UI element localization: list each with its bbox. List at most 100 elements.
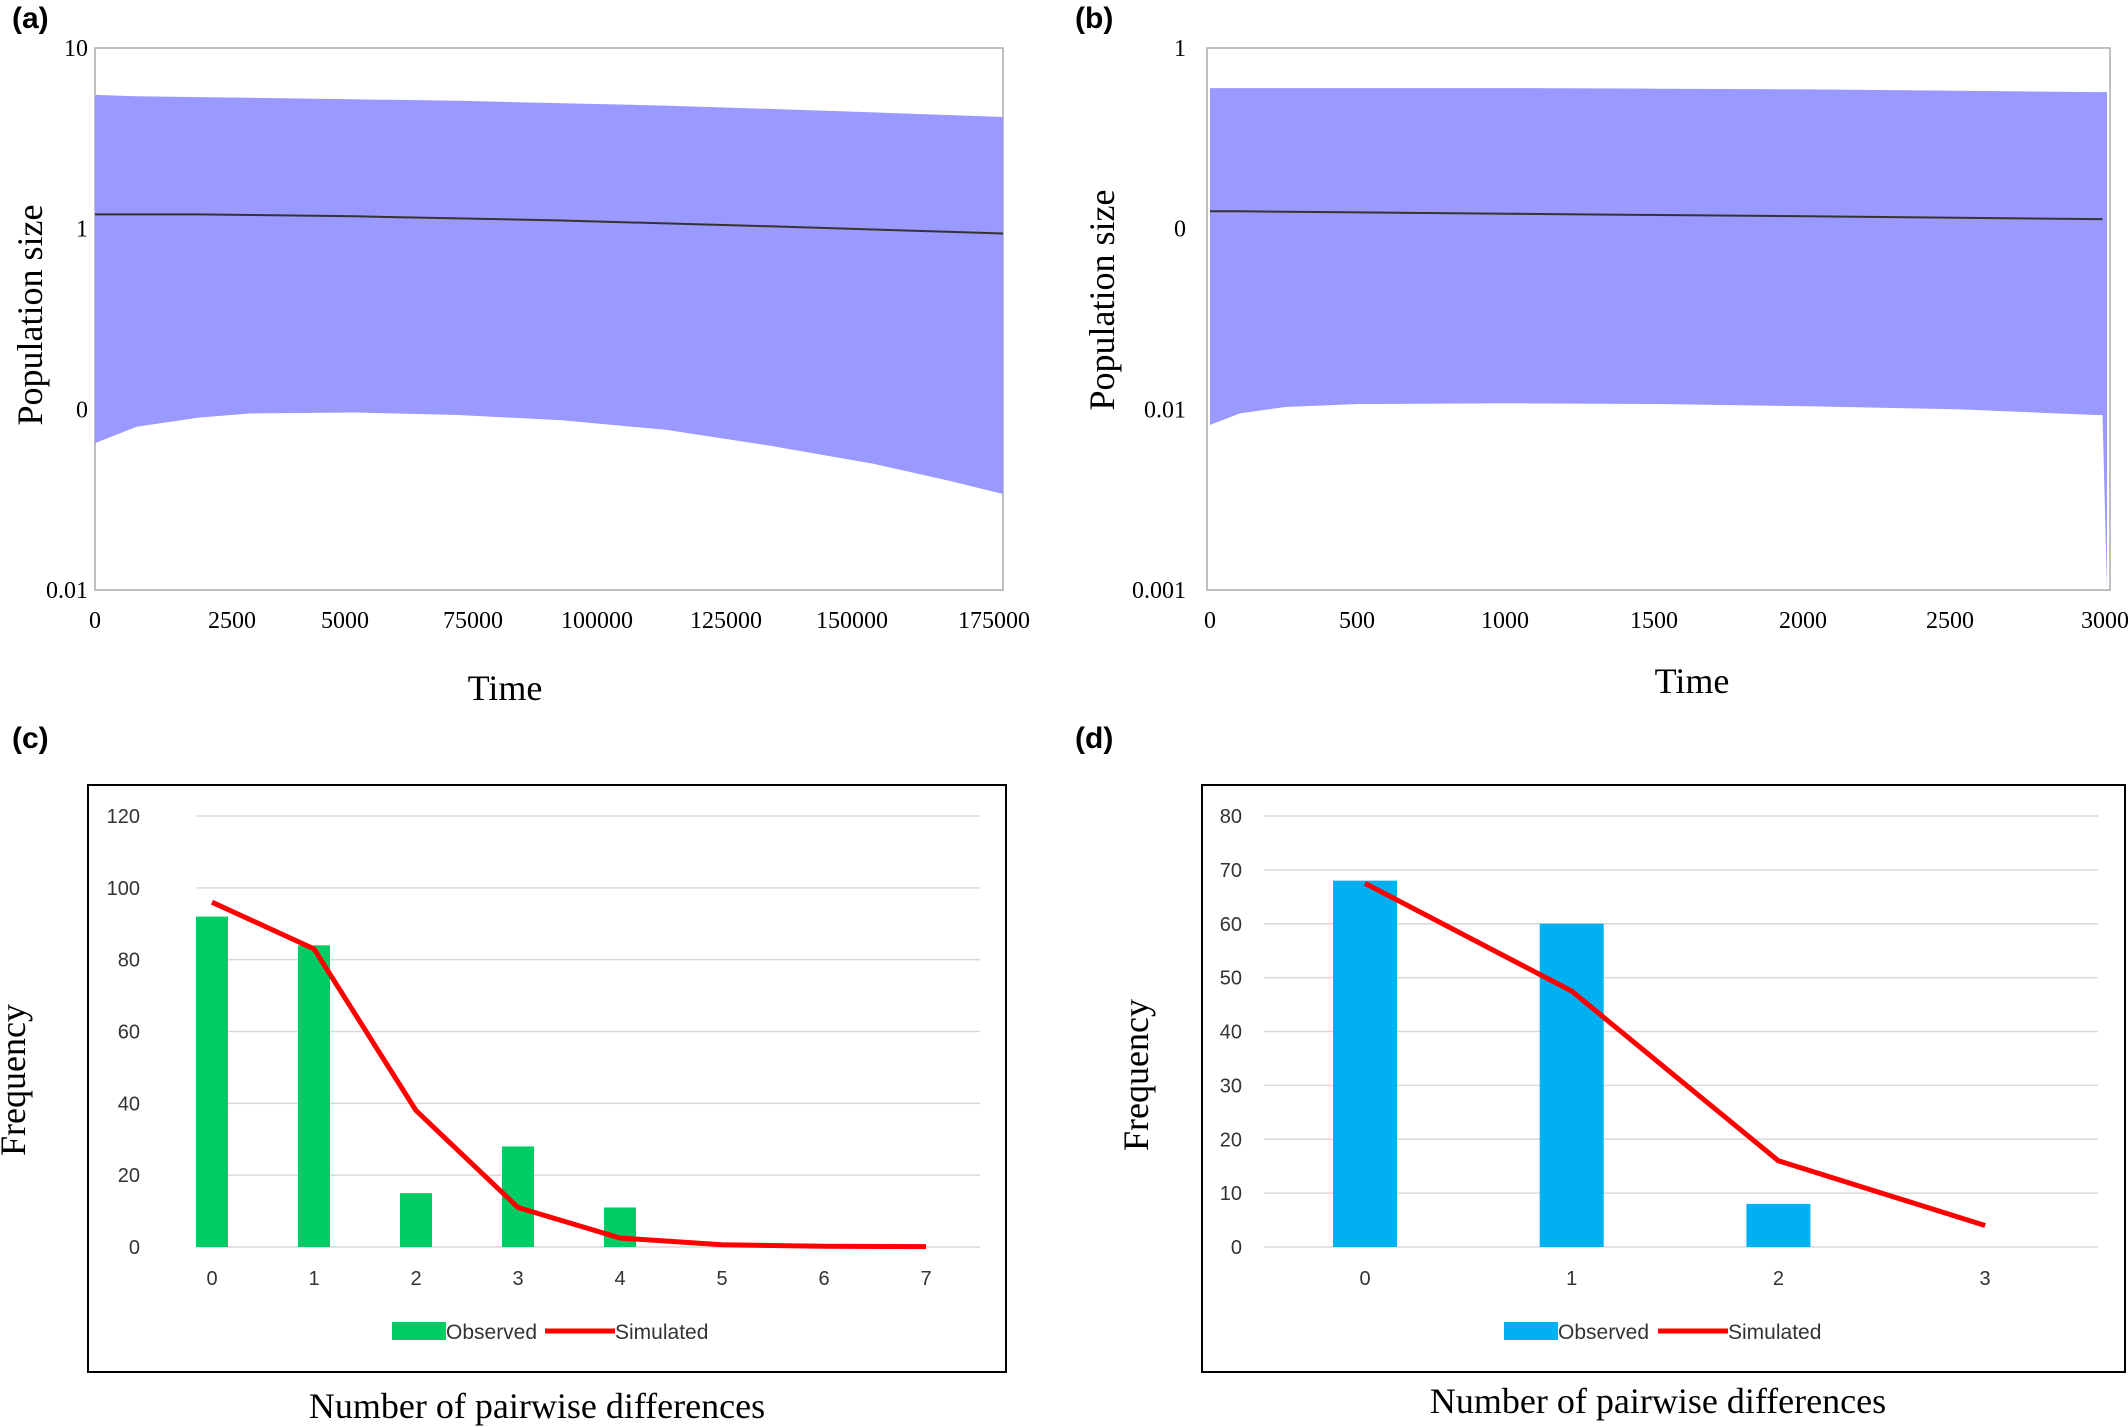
y-tick-label-d: 40 <box>1220 1022 1242 1044</box>
panel-a-label: (a) <box>12 2 49 35</box>
simulated-line-c <box>210 899 927 1250</box>
y-tick-label-b: 0.01 <box>1144 397 1186 423</box>
x-tick-label-d: 2 <box>1773 1268 1784 1290</box>
y-ticks-d: 0 10 20 30 40 50 60 70 80 <box>1220 806 1242 1259</box>
line-simulated-c <box>210 899 927 1250</box>
y-tick-label-c: 100 <box>107 878 140 900</box>
y-axis-title-b: Population size <box>1082 190 1122 411</box>
bars-d <box>1333 880 1811 1247</box>
band-layer-a <box>95 94 1004 495</box>
y-tick-label-d: 30 <box>1220 1075 1242 1097</box>
x-tick-label-c: 6 <box>818 1268 829 1290</box>
y-axis-title-d: Frequency <box>1116 999 1156 1151</box>
x-tick-label-b: 3000 <box>2081 608 2128 634</box>
legend-label-simulated-c: Simulated <box>615 1321 708 1344</box>
legend-label-simulated-d: Simulated <box>1728 1321 1821 1344</box>
x-tick-label-c: 7 <box>920 1268 931 1290</box>
legend-swatch-observed-d <box>1504 1322 1558 1340</box>
x-tick-label-a: 2500 <box>208 608 256 634</box>
y-tick-label-c: 80 <box>118 950 140 972</box>
y-tick-label-d: 50 <box>1220 968 1242 990</box>
legend-swatch-observed-c <box>392 1322 446 1340</box>
bar-observed-c <box>400 1193 432 1247</box>
x-tick-label-b: 500 <box>1339 608 1375 634</box>
bar-observed-d <box>1539 923 1604 1247</box>
y-tick-label-d: 20 <box>1220 1129 1242 1151</box>
y-tick-label-a: 1 <box>76 217 88 243</box>
legend-label-observed-d: Observed <box>1558 1321 1649 1344</box>
x-axis-title-d: Number of pairwise differences <box>1430 1381 1886 1421</box>
bar-observed-d <box>1746 1203 1811 1247</box>
x-ticks-b: 0 500 1000 1500 2000 2500 3000 <box>1204 608 2128 634</box>
x-tick-label-b: 1500 <box>1630 608 1678 634</box>
median-line-b <box>1210 210 2103 221</box>
x-tick-label-a: 5000 <box>321 608 369 634</box>
panel-d-label: (d) <box>1075 722 1113 755</box>
bar-observed-c <box>298 945 330 1247</box>
y-tick-label-b: 0.001 <box>1132 578 1186 604</box>
y-tick-label-d: 10 <box>1220 1183 1242 1205</box>
y-tick-label-a: 10 <box>64 36 88 62</box>
y-tick-label-d: 60 <box>1220 914 1242 936</box>
x-axis-title-a: Time <box>468 668 543 708</box>
x-tick-label-d: 3 <box>1980 1268 1991 1290</box>
y-tick-label-a: 0 <box>76 397 88 423</box>
x-tick-label-c: 5 <box>716 1268 727 1290</box>
x-tick-label-c: 0 <box>206 1268 217 1290</box>
y-tick-label-d: 80 <box>1220 806 1242 828</box>
legend-c: Observed Simulated <box>392 1321 708 1344</box>
band-layer-b <box>1210 88 2107 590</box>
x-ticks-a: 0 2500 5000 75000 100000 125000 150000 175000 <box>89 608 1030 634</box>
x-tick-label-d: 0 <box>1359 1268 1370 1290</box>
x-axis-title-b: Time <box>1655 661 1730 701</box>
y-tick-label-c: 20 <box>118 1165 140 1187</box>
y-tick-label-d: 0 <box>1231 1237 1242 1259</box>
x-tick-label-c: 2 <box>410 1268 421 1290</box>
x-ticks-c: 0 1 2 3 4 5 6 7 <box>206 1268 931 1290</box>
gridlines-d <box>1264 815 2098 1248</box>
y-tick-label-c: 40 <box>118 1093 140 1115</box>
y-tick-label-b: 0 <box>1174 217 1186 243</box>
bar-observed-c <box>196 916 228 1247</box>
panel-c: (c) 0 20 40 60 80 100 120 0 1 2 3 4 5 6 7 Observed Si… <box>0 722 1007 1426</box>
x-tick-label-b: 0 <box>1204 608 1216 634</box>
x-tick-label-a: 75000 <box>443 608 503 634</box>
y-tick-label-d: 70 <box>1220 860 1242 882</box>
simulated-line-d <box>1363 881 1986 1228</box>
bar-observed-d <box>1333 880 1397 1247</box>
x-tick-label-c: 4 <box>614 1268 625 1290</box>
panel-b-label: (b) <box>1075 2 1113 35</box>
y-axis-title-a: Population size <box>10 205 50 426</box>
hpd-band-a <box>95 94 1003 495</box>
y-tick-label-c: 120 <box>107 806 140 828</box>
legend-label-observed-c: Observed <box>446 1321 537 1344</box>
x-axis-title-c: Number of pairwise differences <box>309 1386 765 1426</box>
median-line-a <box>95 213 1004 235</box>
x-tick-label-b: 1000 <box>1481 608 1529 634</box>
y-axis-title-c: Frequency <box>0 1004 33 1156</box>
bars-c <box>196 916 636 1247</box>
x-tick-label-c: 3 <box>512 1268 523 1290</box>
x-tick-label-a: 0 <box>89 608 101 634</box>
y-tick-label-a: 0.01 <box>46 578 88 604</box>
x-tick-label-d: 1 <box>1566 1268 1577 1290</box>
x-tick-label-a: 125000 <box>690 608 762 634</box>
panel-b: (b) 1 0 0.01 0.001 0 500 1000 1500 2000 2500 3000… <box>1075 2 2128 701</box>
x-tick-label-a: 175000 <box>958 608 1030 634</box>
line-simulated-d <box>1363 881 1986 1228</box>
panel-d: (d) 0 10 20 30 40 50 60 70 80 0 1 2 3 Observed Simu… <box>1075 722 2126 1421</box>
y-ticks-b: 1 0 0.01 0.001 <box>1132 36 1186 604</box>
legend-d: Observed Simulated <box>1504 1321 1821 1344</box>
panel-c-label: (c) <box>12 722 49 755</box>
x-tick-label-a: 150000 <box>816 608 888 634</box>
y-tick-label-c: 0 <box>129 1237 140 1259</box>
y-ticks-c: 0 20 40 60 80 100 120 <box>107 806 140 1259</box>
x-tick-label-c: 1 <box>308 1268 319 1290</box>
y-tick-label-c: 60 <box>118 1022 140 1044</box>
x-ticks-d: 0 1 2 3 <box>1359 1268 1990 1290</box>
y-tick-label-b: 1 <box>1174 36 1186 62</box>
x-tick-label-b: 2000 <box>1779 608 1827 634</box>
